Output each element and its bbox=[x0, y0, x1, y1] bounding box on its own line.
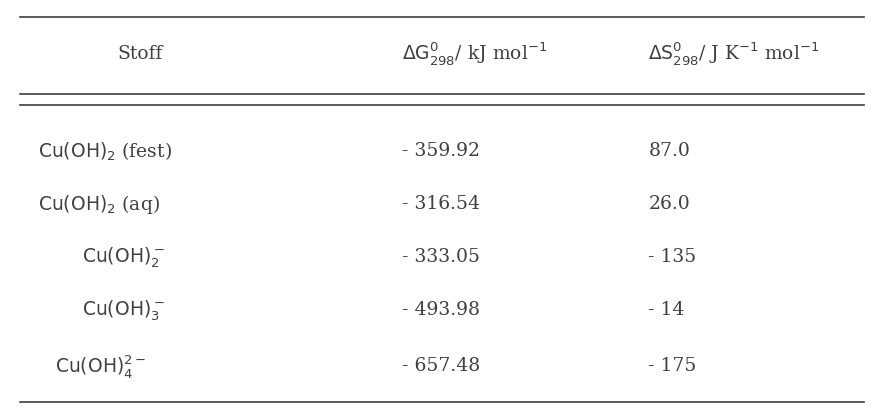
Text: 26.0: 26.0 bbox=[649, 195, 690, 214]
Text: $\mathrm{Cu(OH)_2}$ (fest): $\mathrm{Cu(OH)_2}$ (fest) bbox=[38, 140, 171, 163]
Text: - 333.05: - 333.05 bbox=[402, 249, 481, 266]
Text: Stoff: Stoff bbox=[117, 45, 163, 63]
Text: $\mathrm{Cu(OH)_4^{2-}}$: $\mathrm{Cu(OH)_4^{2-}}$ bbox=[56, 353, 147, 380]
Text: $\mathrm{Cu(OH)_2^-}$: $\mathrm{Cu(OH)_2^-}$ bbox=[82, 245, 164, 270]
Text: - 493.98: - 493.98 bbox=[402, 301, 481, 319]
Text: - 175: - 175 bbox=[649, 357, 697, 375]
Text: $\mathrm{Cu(OH)_3^-}$: $\mathrm{Cu(OH)_3^-}$ bbox=[82, 298, 164, 323]
Text: $\Delta\mathrm{G}^0_{298}$/ kJ mol$^{-1}$: $\Delta\mathrm{G}^0_{298}$/ kJ mol$^{-1}… bbox=[402, 40, 548, 67]
Text: - 359.92: - 359.92 bbox=[402, 142, 481, 161]
Text: 87.0: 87.0 bbox=[649, 142, 690, 161]
Text: $\mathrm{Cu(OH)_2}$ (aq): $\mathrm{Cu(OH)_2}$ (aq) bbox=[38, 193, 160, 216]
Text: - 657.48: - 657.48 bbox=[402, 357, 481, 375]
Text: $\Delta\mathrm{S}^0_{298}$/ J K$^{-1}$ mol$^{-1}$: $\Delta\mathrm{S}^0_{298}$/ J K$^{-1}$ m… bbox=[649, 40, 819, 67]
Text: - 14: - 14 bbox=[649, 301, 685, 319]
Text: - 135: - 135 bbox=[649, 249, 697, 266]
Text: - 316.54: - 316.54 bbox=[402, 195, 481, 214]
